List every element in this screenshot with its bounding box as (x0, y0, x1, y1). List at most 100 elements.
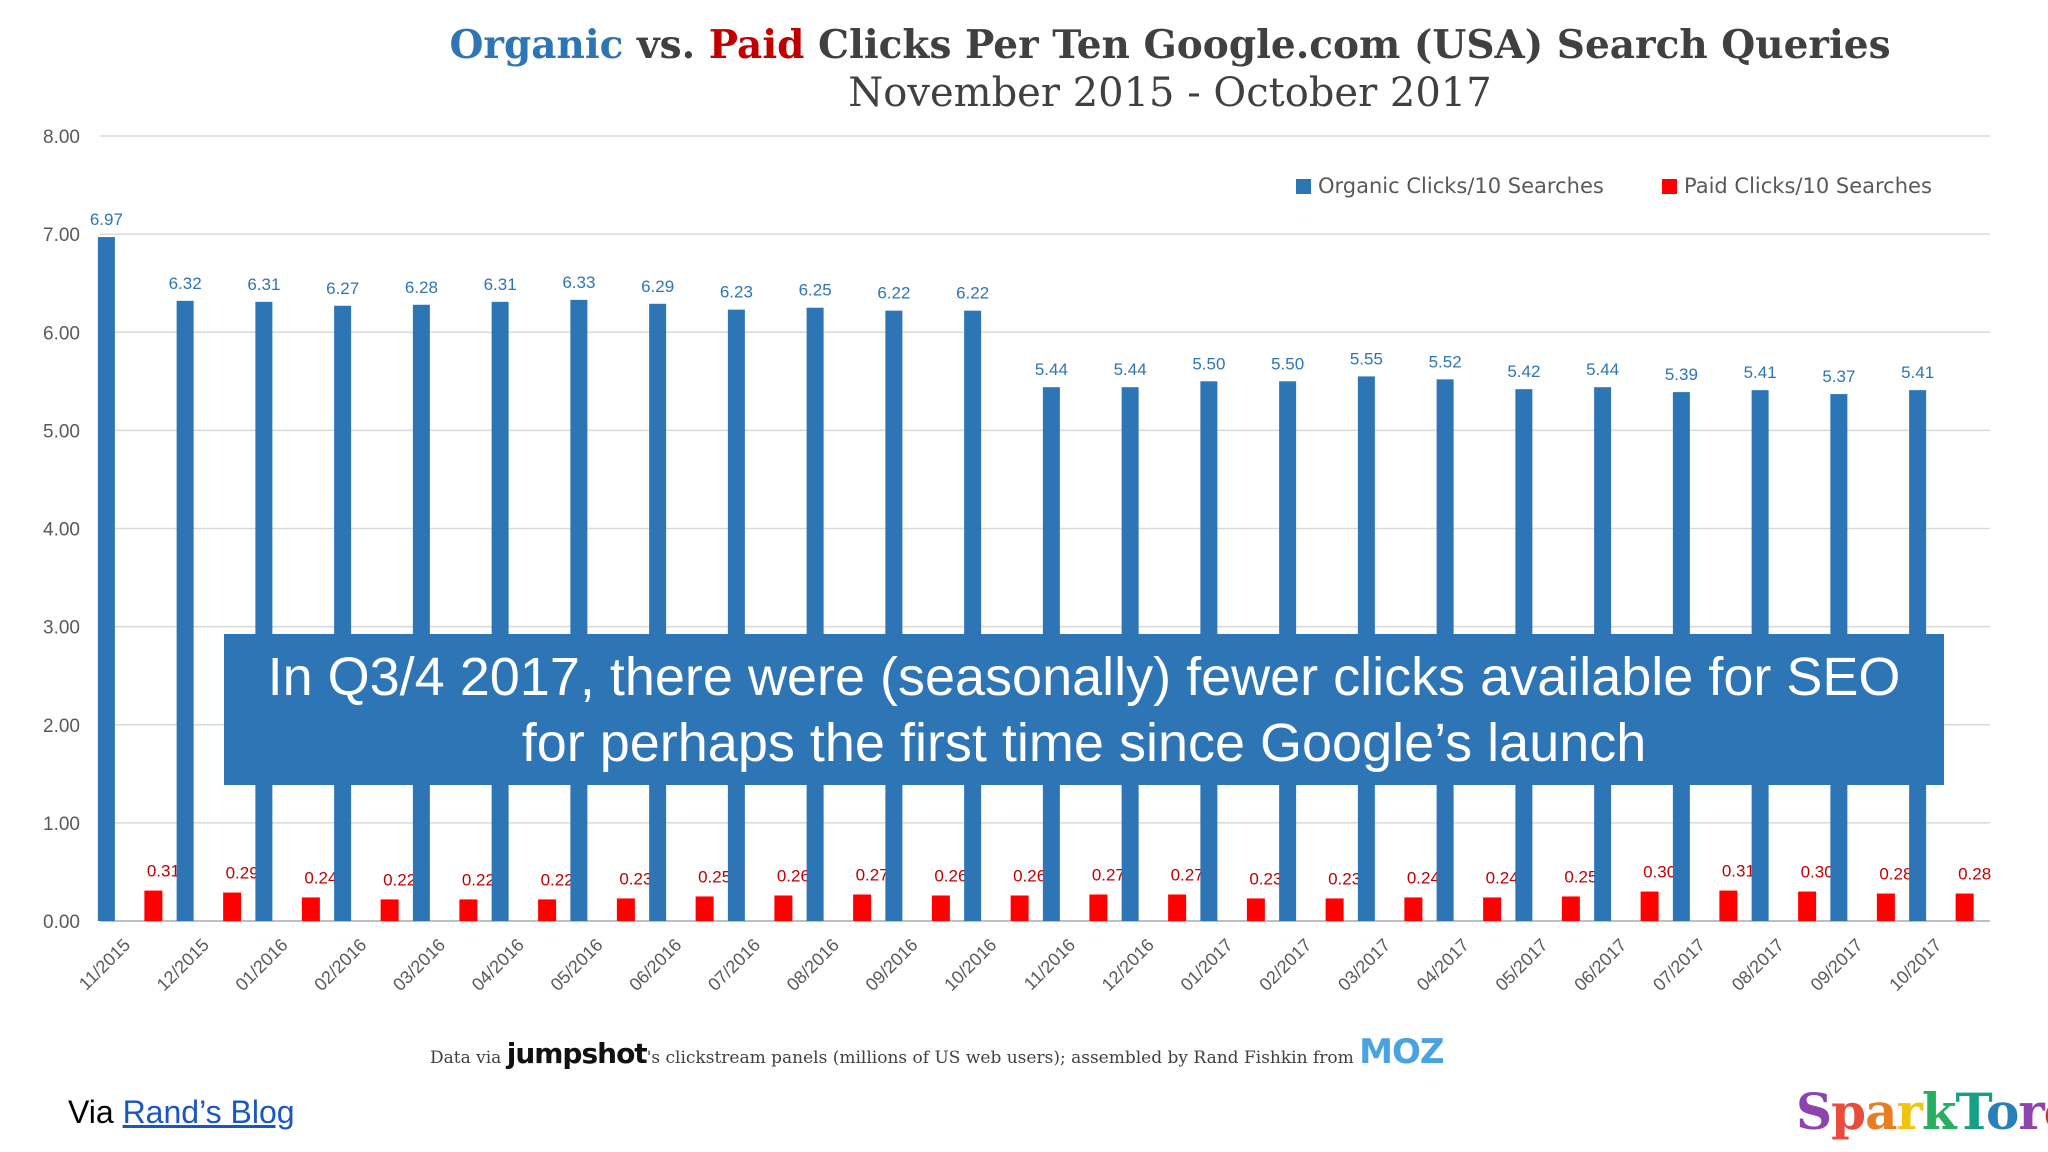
paid-data-label: 0.26 (777, 866, 810, 885)
organic-data-label: 5.41 (1901, 363, 1934, 382)
x-tick-label: 09/2017 (1807, 935, 1867, 995)
organic-bar (885, 310, 903, 922)
x-tick-label: 09/2016 (862, 935, 922, 995)
x-tick-label: 10/2016 (940, 935, 1000, 995)
paid-bar (1561, 896, 1580, 921)
legend-swatch (1296, 179, 1311, 194)
x-tick-label: 07/2016 (704, 935, 764, 995)
y-tick-label: 5.00 (43, 421, 80, 442)
organic-data-label: 6.31 (484, 275, 517, 294)
x-tick-label: 11/2015 (75, 935, 134, 994)
paid-data-label: 0.24 (304, 868, 337, 887)
organic-data-label: 5.44 (1114, 360, 1147, 379)
x-tick-label: 05/2016 (547, 935, 607, 995)
paid-bar (1404, 897, 1423, 921)
paid-data-label: 0.24 (1407, 868, 1440, 887)
x-tick-label: 08/2016 (783, 935, 843, 995)
legend-swatch (1662, 179, 1677, 194)
paid-data-label: 0.27 (1092, 866, 1125, 885)
organic-bar (97, 237, 115, 922)
paid-bar (1876, 893, 1895, 921)
paid-data-label: 0.29 (226, 864, 259, 883)
data-source-footer: Data via jumpshot's clickstream panels (… (430, 1032, 1630, 1072)
paid-bar (1168, 894, 1187, 921)
x-tick-label: 04/2017 (1413, 935, 1473, 995)
x-tick-label: 08/2017 (1728, 935, 1788, 995)
x-tick-label: 03/2017 (1334, 935, 1394, 995)
y-tick-label: 7.00 (43, 225, 80, 246)
paid-data-label: 0.27 (1171, 866, 1204, 885)
sparktoro-logo: SparkToro (1796, 1082, 2048, 1141)
paid-bar (223, 892, 242, 921)
organic-data-label: 6.28 (405, 278, 438, 297)
x-tick-label: 04/2016 (468, 935, 528, 995)
title-paid: Paid (708, 22, 805, 68)
paid-bar (1719, 890, 1738, 921)
organic-data-label: 5.42 (1507, 362, 1540, 381)
organic-data-label: 6.22 (956, 284, 989, 303)
x-tick-label: 02/2017 (1255, 935, 1315, 995)
x-tick-label: 10/2017 (1885, 935, 1945, 995)
organic-data-label: 5.37 (1822, 367, 1855, 386)
paid-bar (144, 890, 163, 921)
paid-data-label: 0.22 (541, 870, 574, 889)
paid-data-label: 0.31 (147, 862, 180, 881)
x-tick-label: 02/2016 (310, 935, 370, 995)
paid-bar (1089, 894, 1108, 921)
organic-bar (491, 301, 509, 921)
organic-data-label: 6.31 (247, 275, 280, 294)
paid-bar (774, 895, 793, 921)
paid-bar (301, 897, 320, 921)
paid-bar (853, 894, 872, 921)
organic-data-label: 6.29 (641, 277, 674, 296)
organic-bar (334, 305, 352, 922)
paid-data-label: 0.23 (1249, 869, 1282, 888)
paid-bar (1483, 897, 1502, 921)
x-tick-label: 12/2016 (1098, 935, 1158, 995)
paid-data-label: 0.28 (1958, 865, 1991, 884)
organic-data-label: 6.33 (562, 273, 595, 292)
organic-bar (412, 304, 430, 921)
paid-data-label: 0.25 (698, 867, 731, 886)
paid-bar (1325, 898, 1344, 921)
y-tick-label: 4.00 (43, 520, 80, 541)
y-tick-label: 3.00 (43, 618, 80, 639)
rands-blog-link[interactable]: Rand’s Blog (122, 1094, 295, 1130)
paid-bar (695, 896, 714, 921)
paid-data-label: 0.30 (1643, 863, 1676, 882)
via-credit: Via Rand’s Blog (68, 1094, 295, 1131)
paid-data-label: 0.22 (383, 870, 416, 889)
paid-data-label: 0.28 (1879, 865, 1912, 884)
organic-data-label: 5.50 (1192, 354, 1225, 373)
x-tick-label: 06/2016 (625, 935, 685, 995)
paid-data-label: 0.22 (462, 870, 495, 889)
callout-line-2: for perhaps the first time since Google’… (521, 713, 1647, 773)
paid-data-label: 0.30 (1801, 863, 1834, 882)
y-tick-label: 1.00 (43, 814, 80, 835)
organic-data-label: 5.55 (1350, 349, 1383, 368)
title-rest: Clicks Per Ten Google.com (USA) Search Q… (804, 22, 1891, 68)
paid-data-label: 0.23 (619, 869, 652, 888)
organic-data-label: 6.27 (326, 279, 359, 298)
organic-data-label: 5.44 (1586, 360, 1619, 379)
paid-data-label: 0.31 (1722, 862, 1755, 881)
paid-data-label: 0.24 (1486, 868, 1519, 887)
organic-data-label: 6.25 (799, 281, 832, 300)
x-tick-label: 01/2016 (232, 935, 292, 995)
via-prefix: Via (68, 1094, 123, 1130)
organic-data-label: 6.32 (169, 274, 202, 293)
callout-box: In Q3/4 2017, there were (seasonally) fe… (224, 634, 1944, 785)
y-tick-label: 0.00 (43, 912, 80, 933)
x-tick-label: 03/2016 (389, 935, 449, 995)
organic-bar (570, 299, 588, 921)
paid-bar (931, 895, 950, 921)
organic-bar (176, 300, 194, 922)
y-tick-label: 2.00 (43, 716, 80, 737)
paid-bar (1640, 891, 1659, 921)
x-tick-label: 07/2017 (1649, 935, 1709, 995)
organic-data-label: 6.22 (877, 284, 910, 303)
organic-data-label: 5.50 (1271, 354, 1304, 373)
x-tick-label: 12/2015 (153, 935, 213, 995)
title-organic: Organic (449, 22, 624, 68)
